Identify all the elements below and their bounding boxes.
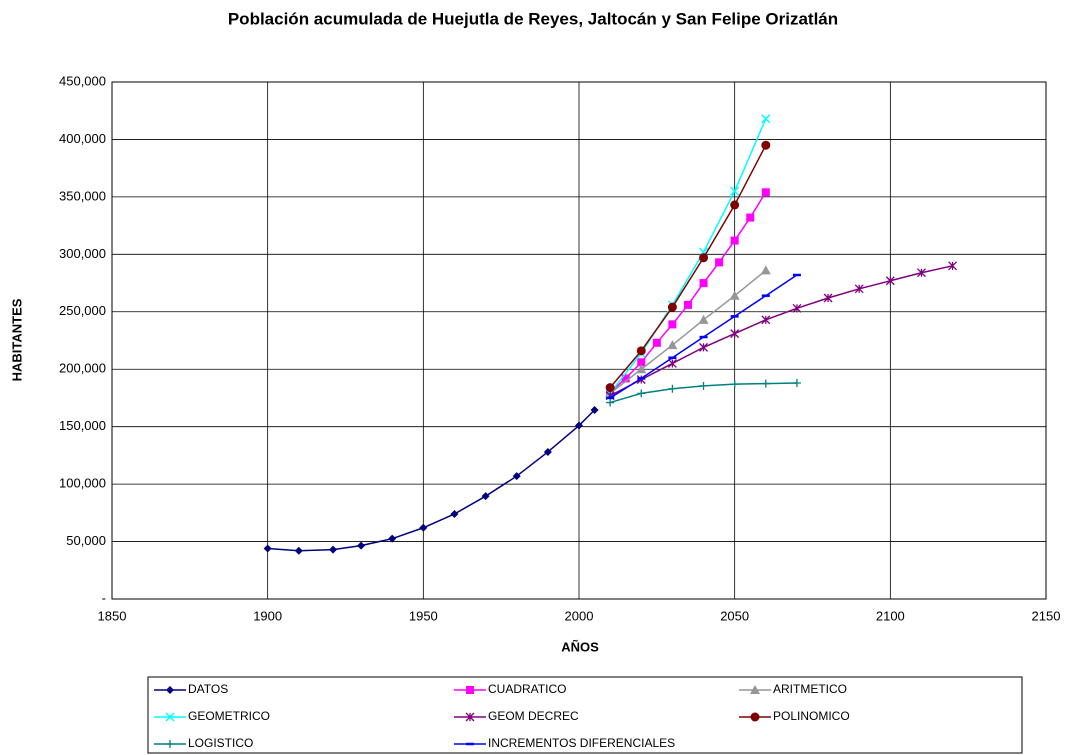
legend-label: ARITMETICO <box>773 682 847 696</box>
marker <box>667 302 677 312</box>
marker <box>750 685 760 694</box>
legend-label: DATOS <box>188 682 228 696</box>
marker <box>419 523 428 532</box>
y-axis-label: HABITANTES <box>9 298 24 381</box>
legend-label: CUADRATICO <box>488 682 566 696</box>
marker <box>165 712 175 722</box>
y-tick-label: 250,000 <box>59 303 106 318</box>
marker <box>730 380 739 389</box>
legend-label: POLINOMICO <box>773 709 850 723</box>
x-tick-label: 1950 <box>409 608 438 623</box>
marker <box>575 421 583 430</box>
marker <box>388 534 397 543</box>
marker <box>357 541 366 550</box>
marker <box>512 472 521 481</box>
marker <box>792 379 801 388</box>
x-tick-label: 1900 <box>253 608 282 623</box>
marker <box>792 303 802 313</box>
marker <box>698 314 709 324</box>
y-tick-label: 350,000 <box>59 188 106 203</box>
legend-box <box>147 676 1023 754</box>
marker <box>699 342 708 352</box>
series-line <box>609 265 953 397</box>
legend-label: GEOM DECREC <box>488 709 579 723</box>
marker <box>750 712 760 722</box>
y-tick-label: - <box>102 590 106 605</box>
marker <box>668 320 677 329</box>
y-tick-label: 200,000 <box>59 361 106 376</box>
marker <box>590 406 599 415</box>
marker <box>621 374 630 383</box>
x-tick-label: 1850 <box>98 608 127 623</box>
y-tick-label: 300,000 <box>59 246 106 261</box>
plot-border <box>111 81 1047 600</box>
marker <box>885 276 895 286</box>
marker <box>823 293 833 303</box>
marker <box>948 261 958 271</box>
marker <box>166 740 174 748</box>
x-tick-label: 2050 <box>720 608 749 623</box>
marker <box>730 236 739 245</box>
marker <box>166 686 174 694</box>
marker <box>683 300 692 309</box>
marker <box>636 364 647 374</box>
marker <box>605 383 615 393</box>
series-line <box>609 144 767 389</box>
marker <box>543 447 552 456</box>
x-tick-label: 2000 <box>565 608 594 623</box>
series-line <box>609 269 767 394</box>
marker <box>466 686 474 694</box>
legend-label: GEOMETRICO <box>188 709 270 723</box>
marker <box>730 186 740 196</box>
y-tick-label: 100,000 <box>59 476 106 491</box>
legend-label: LOGISTICO <box>188 736 253 750</box>
marker <box>699 279 708 288</box>
x-tick-label: 2100 <box>876 608 905 623</box>
marker <box>699 253 709 263</box>
series-line <box>609 118 767 394</box>
marker <box>730 329 740 339</box>
marker <box>668 384 677 393</box>
marker <box>760 265 771 275</box>
marker <box>746 213 755 222</box>
marker <box>450 509 459 518</box>
marker <box>329 545 338 554</box>
marker <box>652 338 661 347</box>
marker <box>294 546 303 555</box>
marker <box>667 359 677 368</box>
marker <box>699 381 708 390</box>
x-axis-label: AÑOS <box>561 639 599 654</box>
marker <box>917 268 926 278</box>
marker <box>465 712 475 722</box>
marker <box>637 389 646 398</box>
marker <box>637 358 646 367</box>
y-tick-label: 400,000 <box>59 131 106 146</box>
legend-label: INCREMENTOS DIFERENCIALES <box>488 736 675 750</box>
x-tick-label: 2150 <box>1032 608 1061 623</box>
marker <box>263 544 272 553</box>
series-line <box>267 409 596 552</box>
marker <box>636 346 646 356</box>
marker <box>761 379 770 388</box>
marker <box>481 492 490 501</box>
marker <box>761 140 771 150</box>
marker <box>854 284 864 294</box>
marker <box>667 340 678 350</box>
marker <box>606 398 615 407</box>
y-tick-label: 450,000 <box>59 73 106 88</box>
chart-title: Población acumulada de Huejutla de Reyes… <box>228 9 838 28</box>
marker <box>730 200 740 210</box>
marker <box>761 315 771 325</box>
marker <box>715 258 724 267</box>
marker <box>761 114 771 124</box>
y-tick-label: 150,000 <box>59 418 106 433</box>
marker <box>761 188 770 197</box>
y-tick-label: 50,000 <box>66 533 106 548</box>
marker <box>729 290 740 300</box>
